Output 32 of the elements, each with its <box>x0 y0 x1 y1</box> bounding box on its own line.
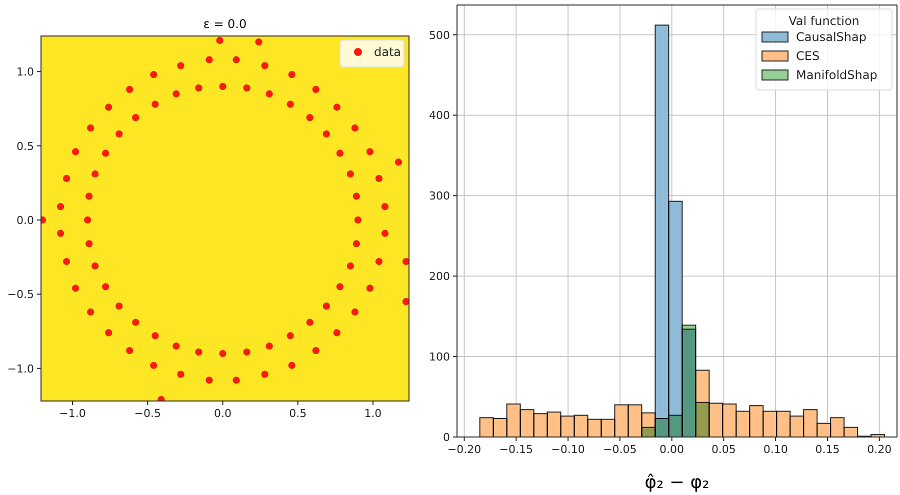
legend-label: data <box>374 45 402 59</box>
y-tick-label: −1.0 <box>7 362 34 376</box>
y-tick-label: 400 <box>429 109 450 122</box>
x-tick-label: −0.5 <box>134 407 162 420</box>
x-tick-label: 0.20 <box>867 443 892 456</box>
y-tick-label: −0.5 <box>7 288 34 302</box>
y-tick-label: 100 <box>429 350 450 364</box>
y-tick-label: 0.0 <box>16 214 34 227</box>
chart-title: ε = 0.0 <box>203 17 247 31</box>
x-tick-label: −0.20 <box>447 443 482 456</box>
legend-title: Val function <box>788 14 860 28</box>
x-tick-label: 0.00 <box>660 443 684 456</box>
y-tick-label: 200 <box>429 270 450 284</box>
x-tick-label: 0.10 <box>763 443 788 456</box>
y-tick-label: 0 <box>443 431 450 444</box>
legend-label: CausalShap <box>796 30 866 44</box>
x-axis-title: φ̂₂ − φ₂ <box>644 472 710 493</box>
y-tick-label: 1.0 <box>16 66 34 79</box>
y-tick-label: 300 <box>429 190 450 203</box>
x-tick-label: −0.05 <box>603 443 637 456</box>
x-tick-label: 1.0 <box>364 407 382 420</box>
legend-label: ManifoldShap <box>796 68 878 82</box>
x-tick-label: 0.15 <box>815 443 840 456</box>
y-tick-label: 500 <box>429 28 450 42</box>
x-tick-label: −0.15 <box>499 443 534 456</box>
x-tick-label: −1.0 <box>59 407 86 420</box>
x-tick-label: −0.10 <box>551 443 585 456</box>
y-tick-label: 0.5 <box>16 140 34 153</box>
x-tick-label: 0.5 <box>289 407 307 420</box>
legend-label: CES <box>796 49 820 63</box>
x-tick-label: 0.05 <box>711 443 736 456</box>
x-tick-label: 0.0 <box>214 407 232 420</box>
